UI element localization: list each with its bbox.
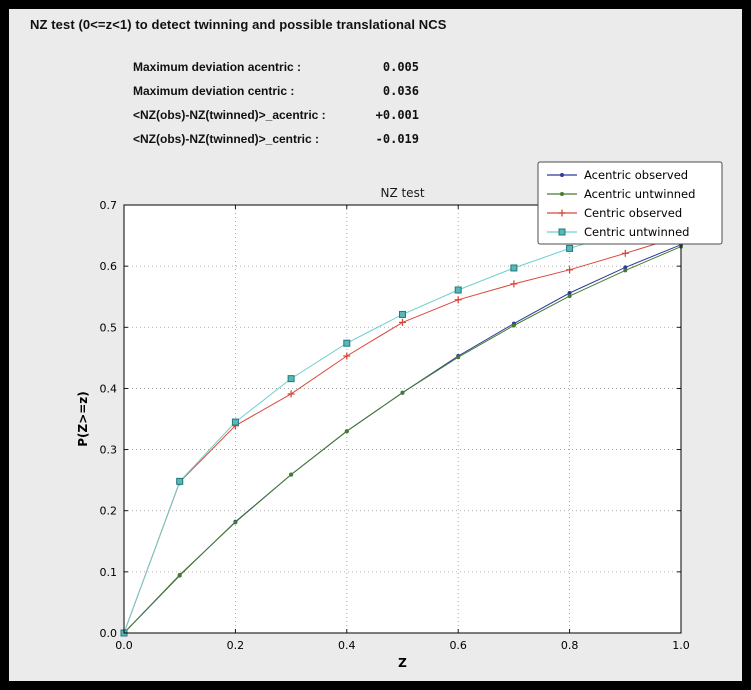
stat-value: -0.019	[375, 132, 419, 146]
stat-row: Maximum deviation centric : 0.036	[133, 79, 419, 103]
legend-label: Centric observed	[584, 206, 682, 220]
stat-row: Maximum deviation acentric : 0.005	[133, 55, 419, 79]
y-tick-label: 0.6	[100, 260, 118, 273]
y-tick-label: 0.4	[100, 382, 118, 395]
x-tick-label: 1.0	[672, 639, 690, 652]
y-axis-label: P(Z>=z)	[76, 391, 90, 447]
y-tick-label: 0.1	[100, 566, 118, 579]
y-tick-label: 0.3	[100, 444, 118, 457]
y-tick-label: 0.2	[100, 505, 118, 518]
legend-label: Acentric untwinned	[584, 187, 695, 201]
x-axis-label: Z	[398, 656, 407, 670]
stat-value: 0.036	[382, 84, 419, 98]
stat-row: <NZ(obs)-NZ(twinned)>_centric : -0.019	[133, 127, 419, 151]
y-tick-label: 0.0	[100, 627, 118, 640]
plot-title: NZ test	[380, 186, 424, 200]
stat-row: <NZ(obs)-NZ(twinned)>_acentric : +0.001	[133, 103, 419, 127]
y-tick-label: 0.5	[100, 321, 118, 334]
y-tick-label: 0.7	[100, 199, 118, 212]
legend-label: Centric untwinned	[584, 225, 689, 239]
stat-label: <NZ(obs)-NZ(twinned)>_centric :	[133, 132, 320, 146]
x-tick-label: 0.0	[115, 639, 133, 652]
x-tick-label: 0.4	[338, 639, 356, 652]
stat-label: Maximum deviation acentric :	[133, 60, 302, 74]
page-title: NZ test (0<=z<1) to detect twinning and …	[30, 17, 447, 32]
stat-value: +0.001	[375, 108, 419, 122]
stat-label: Maximum deviation centric :	[133, 84, 295, 98]
stats-block: Maximum deviation acentric : 0.005 Maximu…	[133, 55, 419, 151]
report-panel: NZ test (0<=z<1) to detect twinning and …	[9, 9, 742, 681]
x-tick-label: 0.8	[561, 639, 579, 652]
legend-label: Acentric observed	[584, 168, 688, 182]
series-acentric-untwinned	[122, 244, 683, 635]
stat-label: <NZ(obs)-NZ(twinned)>_acentric :	[133, 108, 326, 122]
legend-box	[537, 161, 723, 245]
axis-ticks	[123, 204, 682, 634]
plot-background	[124, 205, 681, 633]
plot-border	[123, 204, 682, 634]
x-tick-label: 0.2	[227, 639, 245, 652]
nz-test-chart: 0.0 0.2 0.4 0.6 0.8 1.0 0.0 0.1 0.2 0.3 0.4 0.5 0.6 0…	[9, 150, 742, 681]
y-tick-labels: 0.0 0.1 0.2 0.3 0.4 0.5 0.6 0.7	[100, 199, 118, 640]
nz-test-plot: 0.0 0.2 0.4 0.6 0.8 1.00.00.10.20.30.40.50.60…	[76, 161, 723, 670]
x-tick-labels: 0.0 0.2 0.4 0.6 0.8 1.0	[115, 639, 690, 652]
stat-value: 0.005	[382, 60, 419, 74]
legend: Acentric observed Acentric untwinned Centr…	[537, 161, 723, 245]
gridlines	[124, 205, 681, 633]
x-tick-label: 0.6	[449, 639, 467, 652]
